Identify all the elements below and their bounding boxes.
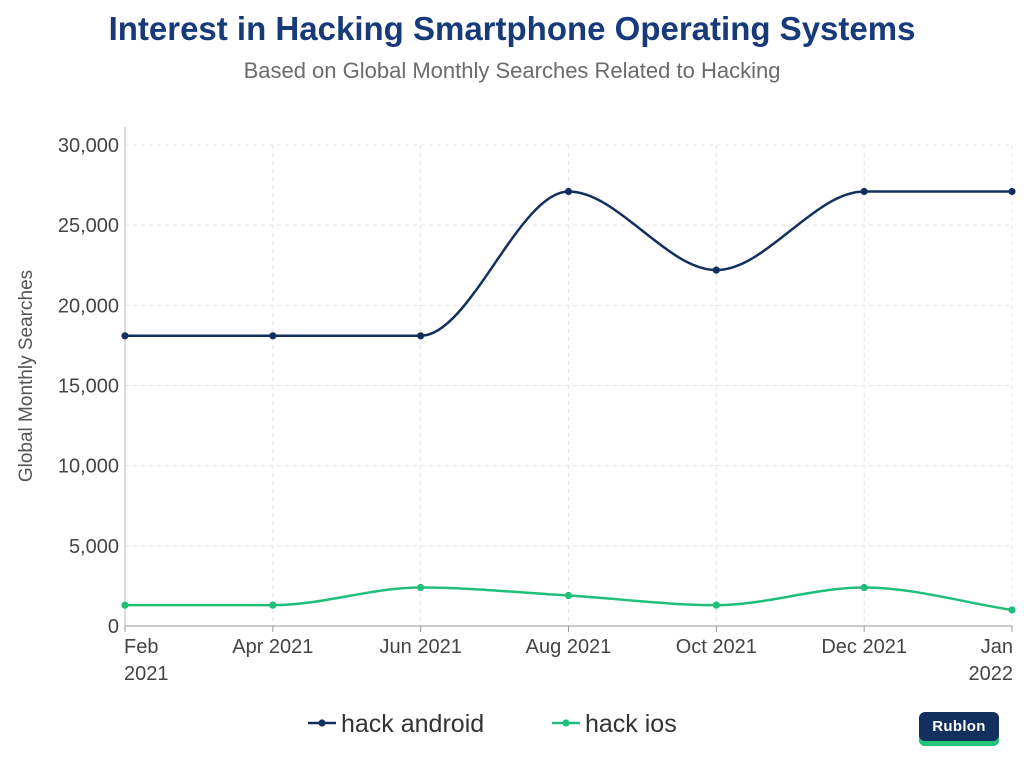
axes: [124, 127, 1013, 632]
x-axis-ticks: Feb 2021 Apr 2021 Jun 2021 Aug 2021 Oct 2021 D…: [124, 636, 1013, 685]
x-tick-label: 2022: [969, 663, 1014, 685]
x-tick-label: Apr 2021: [232, 636, 313, 658]
data-point-hack-android: [712, 266, 720, 274]
y-axis-label: Global Monthly Searches: [16, 270, 37, 482]
data-point-hack-android: [564, 187, 573, 196]
x-tick-label: Dec 2021: [821, 636, 907, 658]
x-tick-label: Jan: [981, 636, 1013, 658]
x-tick-label: Oct 2021: [676, 636, 757, 658]
data-point-hack-ios: [1008, 606, 1016, 614]
y-axis-ticks: 0 5,000 10,000 15,000 20,000 25,000 30,000: [58, 135, 119, 638]
y-tick-label: 25,000: [58, 215, 119, 237]
data-point-hack-android: [121, 332, 129, 340]
y-tick-label: 15,000: [58, 376, 119, 398]
y-tick-label: 0: [108, 616, 119, 638]
data-point-hack-ios: [564, 591, 573, 600]
legend-label-hack-ios: hack ios: [585, 710, 677, 738]
data-point-hack-android: [269, 332, 277, 340]
y-tick-label: 5,000: [69, 536, 119, 558]
y-tick-label: 20,000: [58, 295, 119, 317]
data-point-hack-ios: [860, 583, 868, 592]
x-tick-label: Jun 2021: [380, 636, 462, 658]
x-tick-label: Aug 2021: [526, 636, 612, 658]
grid-lines: [125, 144, 1013, 626]
chart-title: Interest in Hacking Smartphone Operating…: [108, 10, 916, 47]
data-point-hack-ios: [712, 601, 720, 609]
legend-label-hack-android: hack android: [341, 710, 484, 738]
x-tick-label: Feb: [124, 636, 158, 658]
x-tick-label: 2021: [124, 663, 169, 685]
y-tick-label: 10,000: [58, 456, 119, 478]
legend-marker-hack-android: [318, 719, 326, 727]
y-tick-label: 30,000: [58, 135, 119, 157]
data-point-hack-ios: [269, 601, 277, 609]
data-point-hack-android: [417, 332, 425, 340]
legend-marker-hack-ios: [562, 719, 570, 727]
legend: hack android hack ios: [308, 710, 677, 738]
data-point-hack-ios: [417, 583, 425, 592]
data-point-hack-android: [860, 187, 868, 196]
series-group: [121, 187, 1016, 614]
data-point-hack-android: [1008, 187, 1016, 196]
rublon-logo-text: Rublon: [932, 718, 986, 735]
rublon-logo: Rublon: [919, 712, 999, 746]
chart-subtitle: Based on Global Monthly Searches Related…: [243, 58, 781, 83]
data-point-hack-ios: [121, 601, 129, 609]
